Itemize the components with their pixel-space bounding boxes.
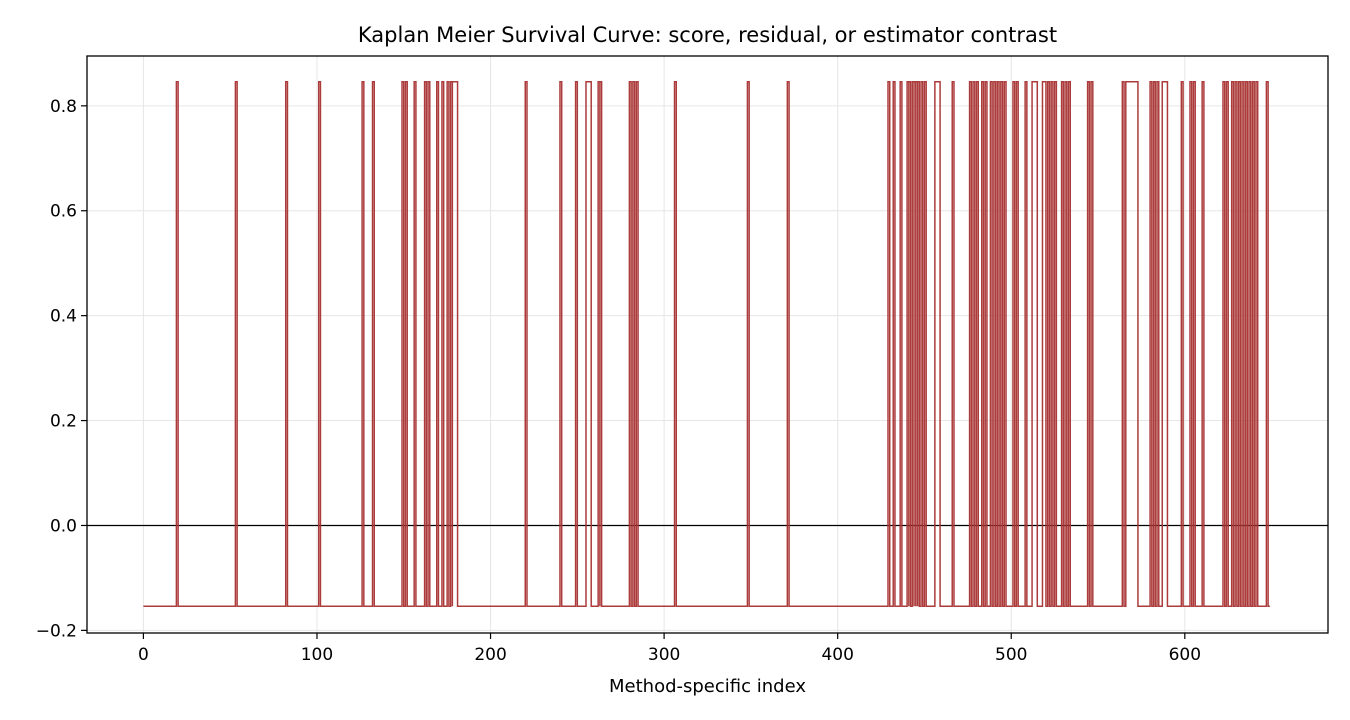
chart-title: Kaplan Meier Survival Curve: score, resi… <box>358 23 1057 47</box>
y-tick-label: 0.2 <box>50 412 77 432</box>
x-tick-label: 100 <box>301 645 333 665</box>
x-tick-label: 500 <box>995 645 1027 665</box>
x-tick-label: 300 <box>648 645 680 665</box>
y-tick-label: 0.4 <box>50 307 77 327</box>
y-tick-label: 0.8 <box>50 97 77 117</box>
x-axis: 0 100 200 300 400 500 600 <box>138 633 1201 665</box>
x-tick-label: 400 <box>821 645 853 665</box>
y-tick-label: 0.0 <box>50 516 77 536</box>
x-tick-label: 600 <box>1169 645 1201 665</box>
plot-area-frame <box>86 55 1329 634</box>
x-tick-label: 0 <box>138 645 149 665</box>
x-axis-label: Method-specific index <box>609 676 806 697</box>
y-tick-label: −0.2 <box>36 621 77 641</box>
x-tick-label: 200 <box>474 645 506 665</box>
series-line <box>143 80 1270 607</box>
y-tick-label: 0.6 <box>50 202 77 222</box>
y-axis: −0.2 0.0 0.2 0.4 0.6 0.8 <box>36 97 87 641</box>
